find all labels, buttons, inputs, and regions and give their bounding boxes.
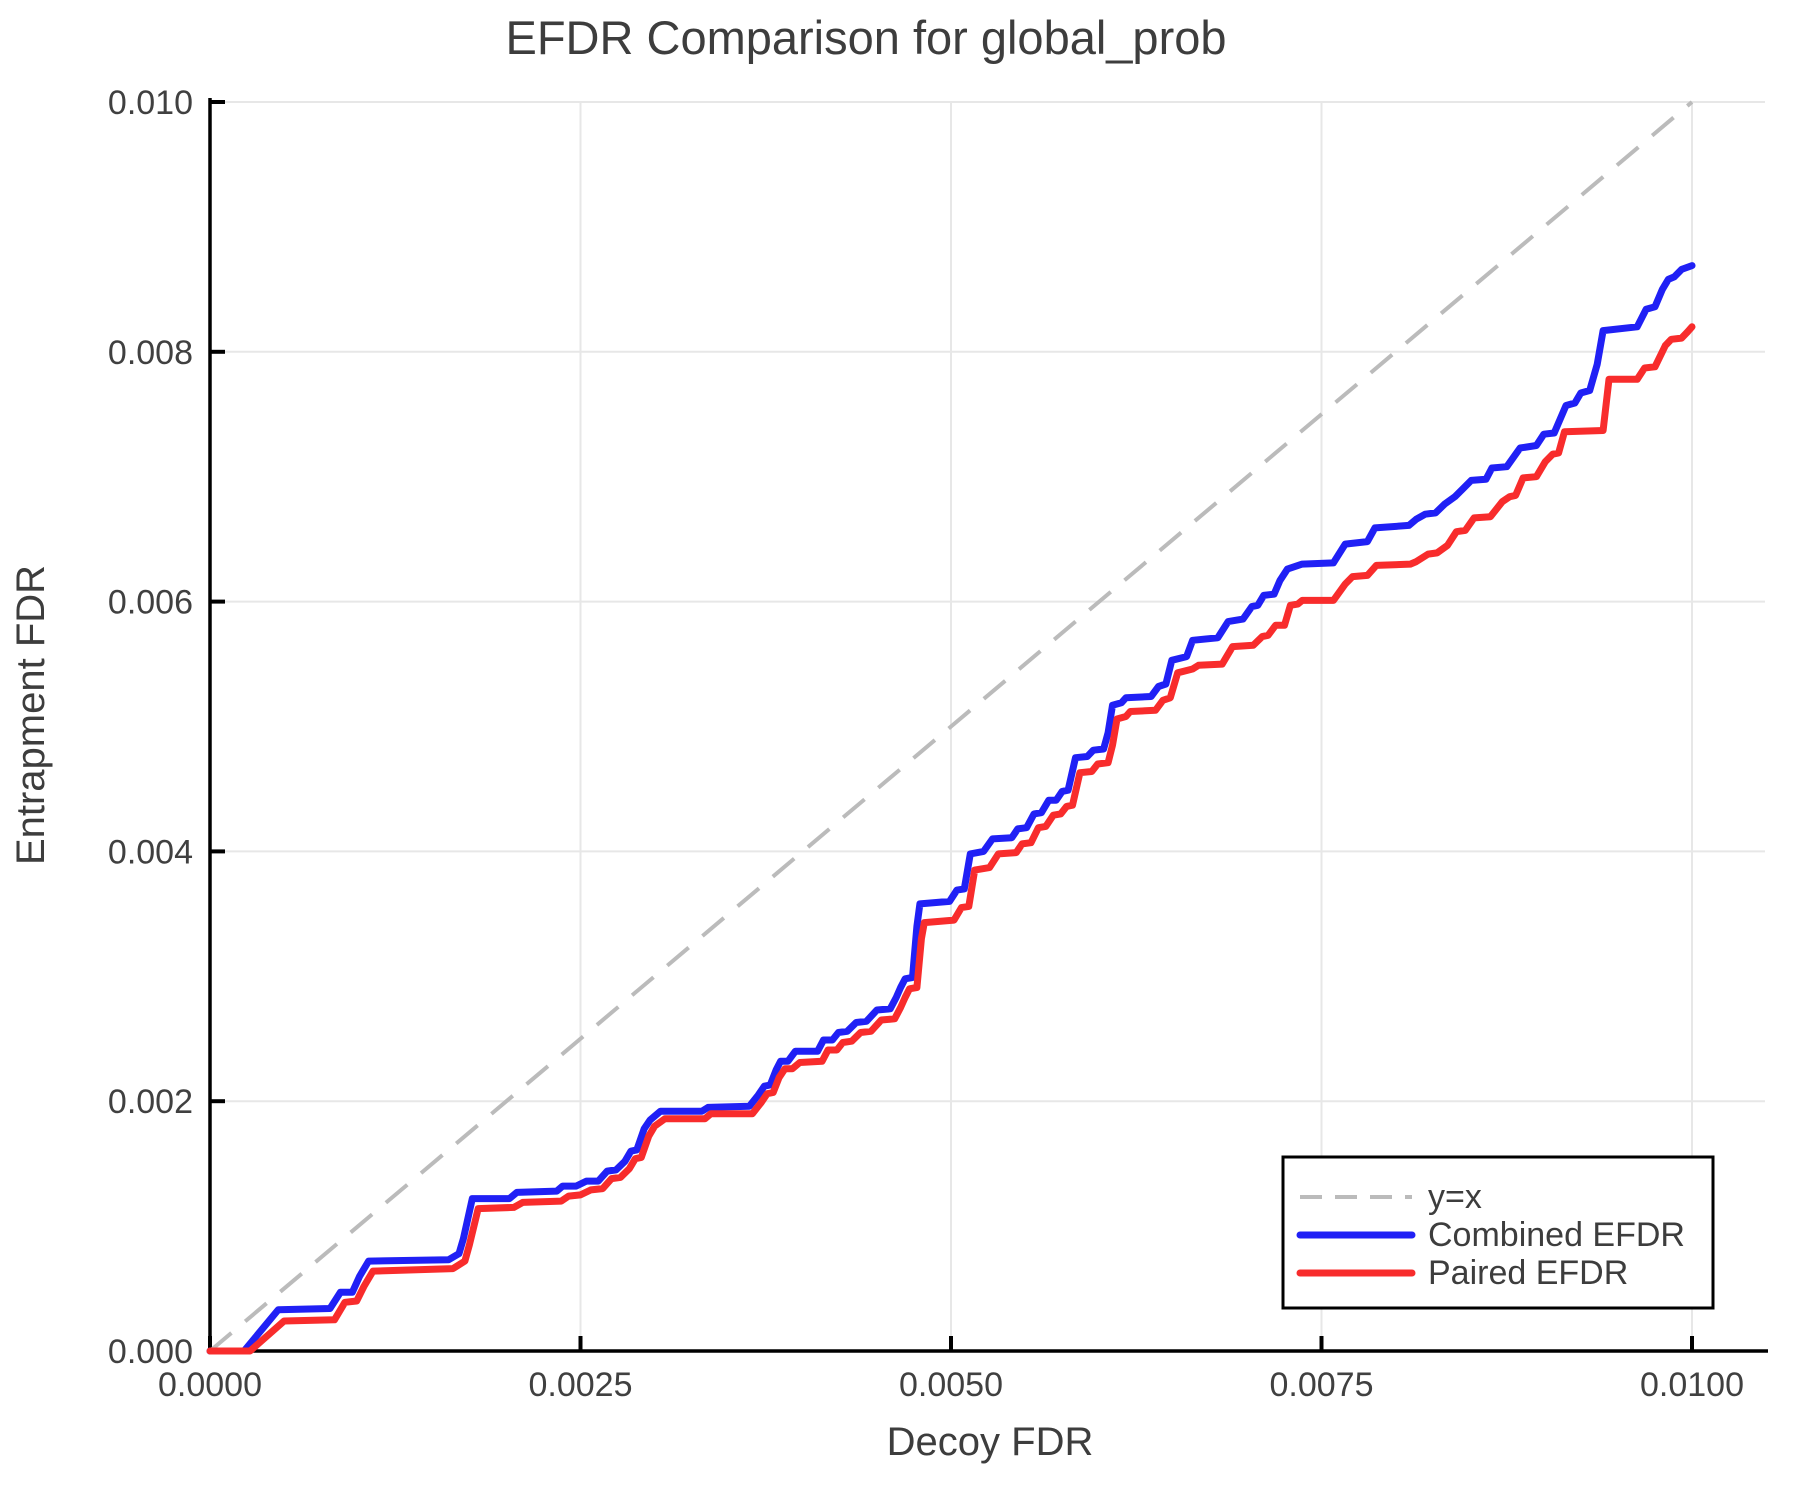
- legend-label-yx: y=x: [1428, 1178, 1482, 1216]
- y-tick-label: 0.008: [108, 334, 193, 372]
- y-tick-label: 0.006: [108, 584, 193, 622]
- y-axis-title: Entrapment FDR: [9, 565, 53, 865]
- x-tick-label: 0.0000: [158, 1366, 262, 1404]
- y-tick-label: 0.000: [108, 1333, 193, 1371]
- x-tick-label: 0.0100: [1640, 1366, 1744, 1404]
- x-tick-label: 0.0075: [1270, 1366, 1374, 1404]
- axis-tick-labels: 0.0000 0.0025 0.0050 0.0075 0.0100 0.000 0.002…: [108, 84, 1744, 1404]
- y-tick-label: 0.010: [108, 84, 193, 122]
- series-line-paired-efdr: [206, 323, 1696, 1355]
- y-tick-label: 0.004: [108, 833, 193, 871]
- axes-spines: [208, 98, 1768, 1353]
- legend: y=x Combined EFDR Paired EFDR: [1281, 1155, 1715, 1310]
- x-axis-title: Decoy FDR: [887, 1420, 1094, 1464]
- x-tick-label: 0.0050: [899, 1366, 1003, 1404]
- chart-title: EFDR Comparison for global_prob: [506, 11, 1227, 64]
- series-line-y-x: [208, 100, 1694, 1353]
- legend-label-combined-efdr: Combined EFDR: [1428, 1216, 1685, 1254]
- series-line-combined-efdr: [206, 262, 1696, 1355]
- y-tick-label: 0.002: [108, 1083, 193, 1121]
- legend-label-paired-efdr: Paired EFDR: [1428, 1254, 1628, 1292]
- data-series: [206, 100, 1696, 1355]
- x-tick-label: 0.0025: [529, 1366, 633, 1404]
